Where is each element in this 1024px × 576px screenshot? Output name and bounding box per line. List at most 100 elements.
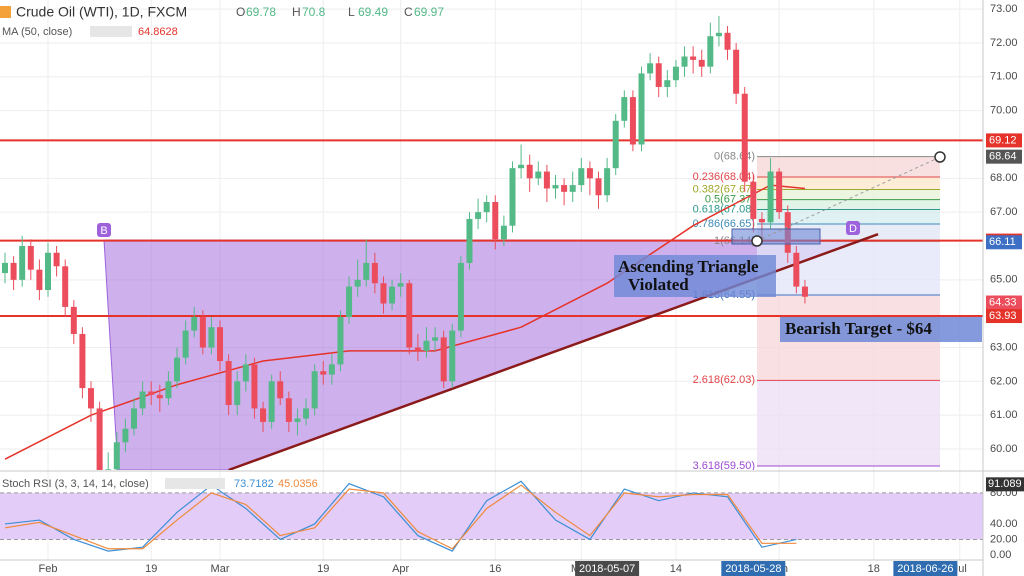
candle-body (303, 408, 310, 419)
y-tick-label: 60.00 (990, 443, 1018, 455)
ma-value: 64.8628 (138, 26, 178, 38)
candle-body (217, 327, 224, 362)
candle-body (88, 388, 95, 409)
candle-body (139, 391, 146, 409)
stoch-legend: Stoch RSI (3, 3, 14, 14, close) (2, 478, 149, 490)
stoch-current: 91.089 (988, 478, 1022, 490)
candle-body (62, 266, 69, 307)
date-marker-label: 2018-05-07 (579, 563, 635, 575)
candle-body (53, 252, 60, 267)
candle-body (36, 269, 43, 290)
date-marker-label: 2018-06-26 (897, 563, 953, 575)
price-label: 64.33 (989, 296, 1017, 308)
date-marker (575, 561, 640, 576)
candle-body (647, 63, 654, 74)
symbol-icon (0, 6, 11, 18)
legend: Crude Oil (WTI), 1D, FXCM MA (50, close)… (0, 4, 444, 490)
candle-body (44, 252, 51, 290)
candle-body (191, 317, 198, 331)
y-tick-label: 68.00 (990, 172, 1018, 184)
date-marker (893, 561, 958, 576)
candle-body (285, 398, 292, 422)
fib-label: 0(68.64) (714, 151, 755, 163)
candle-body (776, 171, 783, 213)
candle-body (311, 371, 318, 409)
stoch-line (4, 484, 797, 550)
candle-body (10, 262, 17, 280)
candle-body (165, 381, 172, 399)
quote-value: 70.8 (302, 5, 326, 19)
candle-body (148, 391, 155, 395)
fib-band (757, 199, 940, 210)
candle-body (672, 66, 679, 81)
candle-body (578, 168, 585, 186)
legend-buttons[interactable] (165, 478, 225, 489)
quote-key: H (292, 5, 301, 19)
fib-label: 0.786(66.65) (693, 218, 755, 230)
candle-body (604, 168, 611, 196)
candle-body (793, 252, 800, 287)
candle-body (758, 218, 765, 223)
candle-body (586, 168, 593, 179)
x-tick-label: 16 (489, 563, 501, 575)
candle-body (354, 279, 361, 287)
date-marker (721, 561, 786, 576)
x-tick-label: 19 (145, 563, 157, 575)
candle-body (79, 333, 86, 389)
candle-body (371, 262, 378, 284)
candle-body (294, 418, 301, 422)
candle-body (767, 171, 774, 223)
candle-body (449, 330, 456, 382)
candle-body (552, 185, 559, 189)
candle-body (131, 408, 138, 429)
point-badge (846, 221, 860, 235)
candle-body (337, 317, 344, 365)
candle-body (113, 442, 120, 470)
candle-body (208, 327, 215, 348)
candle-body (423, 340, 430, 351)
range-box (731, 228, 821, 245)
candle-body (561, 185, 568, 192)
x-tick-label: Mar (211, 563, 230, 575)
y-tick-label: 70.00 (990, 105, 1018, 117)
candle-body (715, 32, 722, 37)
price-label: 63.93 (989, 310, 1017, 322)
candle-body (277, 381, 284, 399)
candle-body (380, 283, 387, 304)
stoch-tick-label: 40.00 (990, 518, 1018, 530)
candle-body (500, 225, 507, 240)
y-tick-label: 65.00 (990, 274, 1018, 286)
candle-body (268, 381, 275, 422)
candle-body (569, 185, 576, 192)
candle-body (741, 93, 748, 182)
stoch-current-bg (986, 477, 1024, 492)
y-tick-label: 63.00 (990, 341, 1018, 353)
x-tick-label: 14 (670, 563, 682, 575)
candle-body (234, 381, 241, 406)
fib-band (757, 176, 940, 190)
stoch-k-value: 73.7182 (234, 478, 274, 490)
x-tick-label: 19 (317, 563, 329, 575)
candle-body (174, 357, 181, 382)
main-pane: 0(68.64) 0.236(68.04)0.382(67.67)0.5(67.3… (0, 15, 983, 470)
price-label-bg (986, 235, 1022, 250)
handle (934, 151, 946, 163)
price-label: 69.12 (989, 134, 1017, 146)
candle-body (346, 286, 353, 318)
candle-body (432, 337, 439, 341)
annotation-box (780, 317, 982, 342)
chart-title: Crude Oil (WTI), 1D, FXCM (16, 4, 187, 20)
candle-body (724, 32, 731, 50)
price-label: 68.64 (989, 151, 1017, 163)
candle-body (457, 262, 464, 331)
candle-body (96, 408, 103, 470)
annotation-text: Ascending Triangle (618, 257, 759, 276)
quote-key: C (404, 5, 413, 19)
candle-body (733, 49, 740, 94)
candle-body (260, 408, 267, 422)
fib-label: 0.236(68.04) (693, 171, 755, 183)
candle-body (750, 181, 757, 219)
legend-buttons[interactable] (90, 26, 132, 37)
candle-body (156, 394, 163, 399)
